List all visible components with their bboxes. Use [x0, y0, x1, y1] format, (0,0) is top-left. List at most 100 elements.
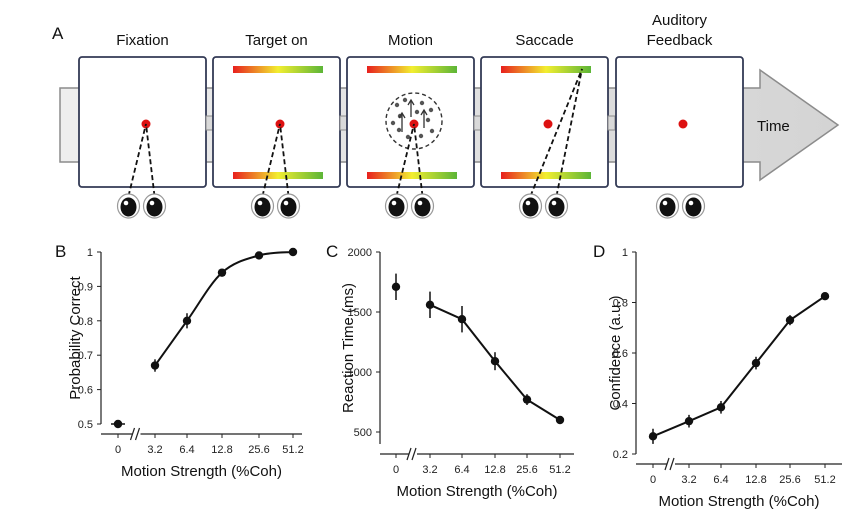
- panel-a-label: A: [52, 24, 64, 43]
- confidence-bar: [233, 172, 323, 179]
- data-point: [182, 316, 192, 325]
- panel-a: A Time Fixation Target on Motion Saccade Aud…: [52, 12, 840, 219]
- y-tick-label: 0.6: [613, 348, 628, 360]
- axis-break-mark: [669, 457, 675, 471]
- x-tick-label: 12.8: [484, 464, 505, 476]
- x-tick-label: 0: [115, 444, 121, 456]
- x-axis-title: Motion Strength (%Coh): [659, 493, 820, 510]
- screen-4: [480, 56, 616, 219]
- motion-arrowhead: [420, 108, 428, 116]
- time-label: Time: [757, 118, 790, 135]
- x-tick-label: 51.2: [814, 474, 835, 486]
- x-tick-label: 12.8: [211, 444, 232, 456]
- axis-break-mark: [134, 427, 141, 441]
- pupil: [254, 197, 271, 217]
- screen-connector: [607, 115, 616, 131]
- motion-arrowhead: [398, 111, 406, 119]
- stage-label: Auditory: [652, 12, 708, 29]
- eye-highlight: [391, 200, 397, 206]
- data-point: [684, 416, 694, 426]
- motion-dot: [414, 109, 420, 115]
- pupil: [685, 197, 702, 217]
- screen-1: [78, 56, 214, 219]
- x-tick-label: 3.2: [422, 464, 437, 476]
- x-tick-label: 12.8: [745, 474, 766, 486]
- screen-2: [212, 56, 348, 219]
- axis-break-mark: [664, 457, 670, 471]
- fixation-point: [678, 119, 688, 129]
- motion-dot: [405, 134, 411, 140]
- y-tick-label: 500: [354, 427, 372, 439]
- x-tick-label: 6.4: [179, 444, 194, 456]
- y-tick-label: 0.2: [613, 449, 628, 461]
- motion-dot: [428, 107, 434, 113]
- confidence-bar: [367, 66, 457, 73]
- y-tick-label: 1: [87, 247, 93, 259]
- motion-dot: [396, 127, 402, 133]
- panel-d: D 0.2 0.4 0.6 0.8 1 0 3.2 6.4 12.8 25.6 51.2 Motion …: [593, 242, 842, 510]
- pupil: [146, 197, 163, 217]
- panel-c: C 500 1000 1500 2000 0 3.2 6.4 12.8 25.6 51.2 Motio…: [326, 242, 574, 500]
- stage-label: Fixation: [116, 32, 169, 49]
- axis-break-mark: [129, 427, 136, 441]
- y-axis-title: Reaction Time (ms): [340, 283, 357, 413]
- x-axis-title: Motion Strength (%Coh): [397, 483, 558, 500]
- data-point: [457, 315, 467, 324]
- screen-connector: [205, 115, 214, 131]
- data-point: [425, 300, 435, 309]
- data-point: [555, 415, 565, 425]
- x-tick-label: 51.2: [282, 444, 303, 456]
- x-tick-label: 0: [650, 474, 656, 486]
- eye-highlight: [662, 200, 668, 206]
- data-point: [217, 268, 227, 277]
- gaze-line: [127, 123, 147, 197]
- stage-labels: Fixation Target on Motion Saccade Auditory Fe…: [116, 12, 713, 49]
- pupil: [548, 197, 565, 217]
- pupil: [414, 197, 431, 217]
- axis-break-mark: [406, 447, 412, 461]
- stage-label: Saccade: [515, 32, 573, 49]
- data-point: [288, 247, 298, 257]
- x-tick-label: 3.2: [147, 444, 162, 456]
- y-tick-label: 0.5: [78, 419, 93, 431]
- y-tick-label: 1500: [348, 307, 372, 319]
- panel-label: D: [593, 242, 605, 261]
- y-tick-label: 0.7: [78, 350, 93, 362]
- y-tick-label: 0.8: [613, 298, 628, 310]
- eye-highlight: [525, 200, 531, 206]
- x-tick-label: 6.4: [713, 474, 728, 486]
- confidence-bar: [501, 172, 591, 179]
- gaze-line: [145, 123, 156, 197]
- x-tick-label: 25.6: [516, 464, 537, 476]
- panel-label: B: [55, 242, 66, 261]
- motion-dot: [419, 100, 425, 106]
- y-tick-label: 0.6: [78, 385, 93, 397]
- y-tick-label: 2000: [348, 247, 372, 259]
- data-point: [254, 251, 264, 260]
- data-point: [522, 395, 532, 404]
- x-tick-label: 0: [393, 464, 399, 476]
- trial-screens: [78, 56, 744, 219]
- screen-3: [346, 56, 482, 219]
- eye-highlight: [688, 200, 694, 206]
- gaze-line: [261, 123, 281, 197]
- x-tick-label: 3.2: [681, 474, 696, 486]
- x-tick-label: 25.6: [248, 444, 269, 456]
- data-point: [751, 358, 761, 368]
- axis-break-mark: [411, 447, 417, 461]
- data-point: [716, 403, 726, 412]
- pupil: [280, 197, 297, 217]
- x-tick-label: 51.2: [549, 464, 570, 476]
- y-tick-label: 0.8: [78, 316, 93, 328]
- data-point: [785, 315, 795, 325]
- data-point: [820, 291, 830, 301]
- confidence-bar: [501, 66, 591, 73]
- confidence-bar: [367, 172, 457, 179]
- motion-dot: [394, 102, 400, 108]
- motion-arrowhead: [407, 98, 415, 106]
- confidence-bar: [233, 66, 323, 73]
- fixation-point: [543, 119, 553, 129]
- y-tick-label: 0.4: [613, 399, 628, 411]
- eye-highlight: [149, 200, 155, 206]
